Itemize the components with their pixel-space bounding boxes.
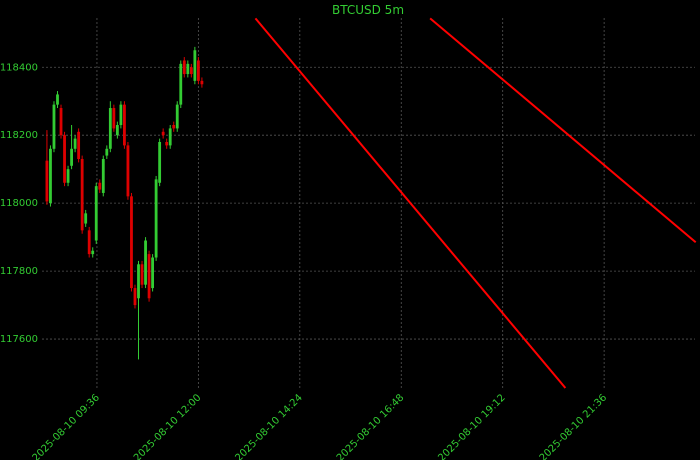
candle-body xyxy=(59,108,63,136)
candle-body xyxy=(165,142,169,146)
candle-body xyxy=(105,148,109,156)
candle-body xyxy=(77,131,81,159)
candle-body xyxy=(130,196,133,289)
candle-body xyxy=(189,67,193,75)
candle-body xyxy=(63,135,66,183)
candle-body xyxy=(49,148,52,204)
candle-body xyxy=(179,63,183,105)
candle-body xyxy=(200,80,204,85)
candle-body xyxy=(126,145,130,197)
candle-body xyxy=(52,104,56,149)
candle-body xyxy=(147,254,151,299)
candle-body xyxy=(133,288,137,306)
candle-body xyxy=(115,125,119,136)
candle-body xyxy=(151,257,155,289)
candle-body xyxy=(94,186,98,241)
candle-body xyxy=(161,131,165,136)
trend-line xyxy=(254,17,567,389)
x-tick-label: 2025-08-10 19:12 xyxy=(436,392,508,460)
candle-body xyxy=(56,94,59,105)
candle-body xyxy=(112,108,116,129)
trend-line xyxy=(429,17,697,243)
candle-body xyxy=(101,158,105,193)
candle-body xyxy=(154,179,158,258)
candle-body xyxy=(70,148,73,166)
y-tick-label: 117600 xyxy=(0,334,38,345)
x-tick-label: 2025-08-10 09:36 xyxy=(31,392,103,460)
candle-body xyxy=(91,250,95,255)
y-tick-label: 117800 xyxy=(0,266,38,277)
candle-body xyxy=(193,50,197,81)
candle-body xyxy=(158,142,162,183)
y-tick-label: 118000 xyxy=(0,198,38,209)
candle-body xyxy=(108,108,112,149)
candle-body xyxy=(66,169,70,183)
candle-body xyxy=(73,138,77,149)
candle-body xyxy=(172,125,176,129)
candle-body xyxy=(186,63,190,75)
candle-body xyxy=(123,104,126,146)
candle-body xyxy=(196,60,200,81)
candle-body xyxy=(168,128,172,146)
x-tick-label: 2025-08-10 16:48 xyxy=(335,392,407,460)
candle-body xyxy=(137,264,140,299)
x-tick-label: 2025-08-10 21:36 xyxy=(538,392,610,460)
candle-body xyxy=(98,182,102,190)
candle-body xyxy=(87,230,91,255)
candle-body xyxy=(182,60,186,75)
y-tick-label: 118200 xyxy=(0,130,38,141)
candle-body xyxy=(144,240,147,285)
candle-body xyxy=(119,104,123,126)
candle-body xyxy=(45,160,49,202)
chart-title: BTCUSD 5m xyxy=(332,3,404,17)
candle-body xyxy=(84,213,88,224)
x-tick-label: 2025-08-10 14:24 xyxy=(233,392,305,460)
x-tick-label: 2025-08-10 12:00 xyxy=(132,392,204,460)
candle-body xyxy=(140,264,144,285)
y-tick-label: 118400 xyxy=(0,62,38,73)
candle-body xyxy=(80,158,84,231)
candle-body xyxy=(175,104,179,129)
